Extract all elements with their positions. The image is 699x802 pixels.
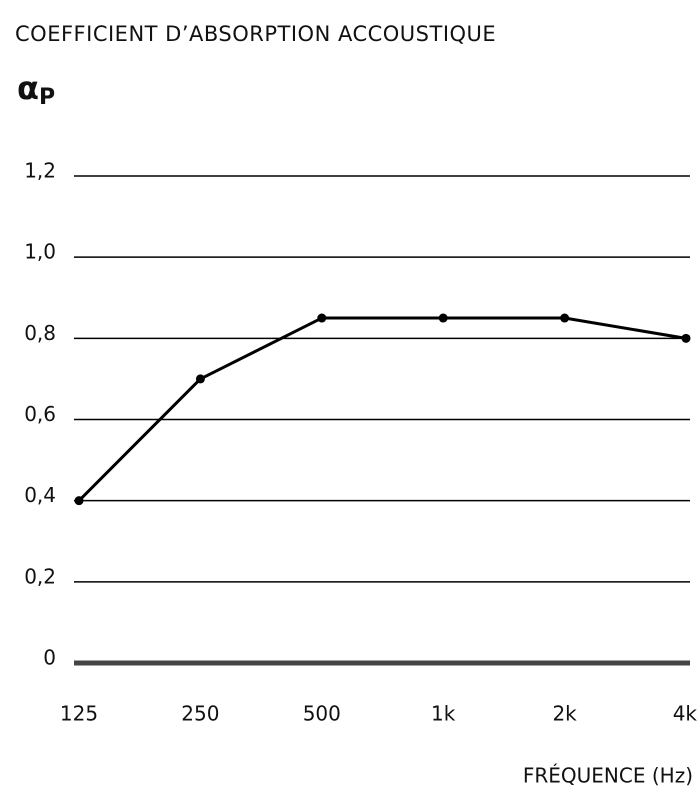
data-point xyxy=(438,313,448,323)
y-tick-label: 0 xyxy=(43,646,56,670)
x-axis-label: FRÉQUENCE (Hz) xyxy=(523,764,693,788)
x-tick-label: 2k xyxy=(552,702,577,726)
y-tick-label: 0,2 xyxy=(24,564,56,588)
y-tick-label: 0,6 xyxy=(24,402,56,426)
y-tick-label: 1,0 xyxy=(24,240,56,264)
x-tick-label: 4k xyxy=(673,702,698,726)
y-axis-symbol: α xyxy=(17,69,39,107)
data-point xyxy=(74,496,84,506)
data-point xyxy=(195,374,205,384)
x-tick-label: 250 xyxy=(181,702,219,726)
data-point xyxy=(681,333,691,343)
data-point xyxy=(560,313,570,323)
x-tick-label: 125 xyxy=(60,702,98,726)
data-line xyxy=(77,316,687,502)
y-axis-label: αP xyxy=(17,69,55,110)
x-tick-label: 1k xyxy=(431,702,456,726)
y-tick-label: 0,8 xyxy=(24,321,56,345)
y-axis-subscript: P xyxy=(39,85,55,110)
chart-title: COEFFICIENT D’ABSORPTION ACCOUSTIQUE xyxy=(15,22,496,46)
y-tick-label: 1,2 xyxy=(24,159,56,183)
y-tick-label: 0,4 xyxy=(24,483,56,507)
x-tick-label: 500 xyxy=(303,702,341,726)
data-point xyxy=(317,313,327,323)
